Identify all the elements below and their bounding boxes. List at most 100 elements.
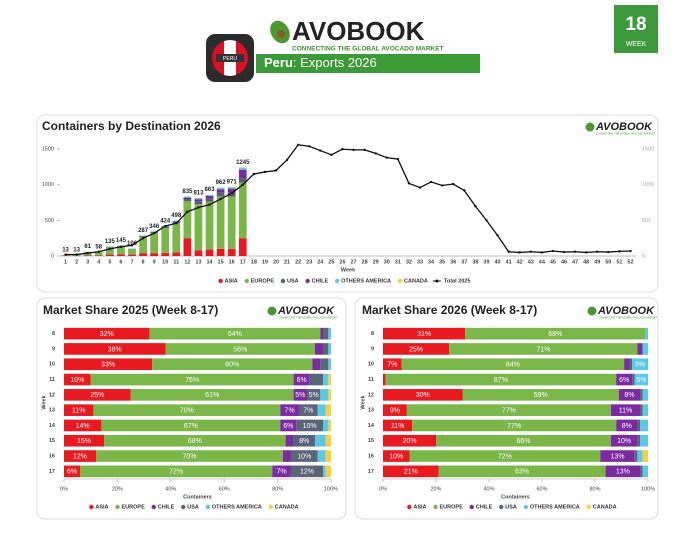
logo: AVOBOOK [292,16,425,46]
bar-segment [80,465,273,478]
bar-segment [93,404,281,416]
data-label: 11% [391,423,405,430]
line-marker [241,183,244,186]
data-label: 15% [77,438,91,445]
legend-label: EUROPE [251,278,275,284]
legend-label: USA [287,278,299,284]
line-marker [308,145,311,148]
bar-segment [616,373,633,386]
line-marker [274,169,278,172]
bar-segment [216,189,225,193]
bar-segment [139,253,147,256]
line-marker [285,158,289,162]
data-label: 56% [233,346,247,353]
y-tick-label: 15 [49,438,55,444]
y-tick-label: 1000 [42,182,54,188]
y-tick-label-right: 1500 [642,147,654,153]
data-label: 67% [184,423,198,430]
bar-segment [194,204,203,251]
bar-segment [449,343,638,355]
legend-marker [244,278,249,284]
x-tick-label: 49 [594,259,600,265]
bar-segment [139,236,147,237]
data-label: 10% [297,453,311,460]
line-marker [175,222,178,225]
data-label: 20% [402,438,416,445]
x-tick-label: 100% [641,486,655,492]
bar-segment [161,226,170,228]
data-label: 106 [127,241,138,247]
bar-segment [634,373,648,386]
legend-label: USA [187,504,199,510]
bar-segment [383,465,439,478]
line-marker [152,232,156,235]
x-tick-label: 60% [219,486,230,492]
y-tick-label: 17 [49,469,55,475]
legend-marker [181,504,186,510]
line-marker [463,189,466,192]
week-box [614,5,658,53]
bar-segment [322,327,329,340]
line-marker [374,152,377,155]
bar-segment [94,255,103,256]
bar-segment [227,248,236,256]
data-label: 31% [417,331,431,338]
line-marker [396,157,400,161]
legend-label: Total 2025 [444,278,471,284]
bar-segment [322,343,329,355]
bar-segment [325,450,331,462]
data-label: 60% [225,362,239,369]
x-tick-label: 51 [616,259,622,265]
data-label: 13 [73,248,80,254]
data-label: 71% [536,346,550,353]
x-tick-label: 47 [572,259,578,265]
line-marker [319,149,322,152]
line-marker [474,204,477,208]
legend-marker [89,504,94,510]
line-marker [629,249,632,253]
bar-segment [640,404,643,416]
line-marker [551,249,555,253]
legend-marker [523,504,529,510]
bar-segment [101,419,281,432]
bar-segment [238,238,247,256]
bar-segment [642,450,648,462]
line-marker [97,250,100,253]
panel [36,114,659,293]
x-tick-label: 4 [97,259,101,265]
x-tick-label: 13 [195,259,201,265]
data-label: 13% [611,453,625,460]
tagline: CONNECTING THE GLOBAL AVOCADO MARKET [598,316,658,320]
legend-marker [469,504,474,510]
x-tick-label: 52 [627,259,633,265]
line-marker [385,156,388,159]
bar-segment [194,198,203,200]
line-marker [562,250,566,254]
data-label: 6% [619,377,629,384]
bar-segment [238,168,247,170]
x-tick-label: 20 [273,259,279,265]
line-marker [540,251,544,254]
x-tick-label: 35 [439,259,445,265]
bar-segment [383,343,450,355]
x-tick-label: 12 [184,259,190,265]
legend-marker [205,504,211,510]
x-tick-label: 11 [173,259,179,265]
legend-label: CANADA [404,278,428,284]
line-marker [86,251,89,255]
data-label: 59% [534,392,548,399]
x-tick-label: 0% [60,486,68,492]
x-tick-label: 25 [328,259,334,265]
bar-segment [165,343,315,355]
data-label: 10% [617,438,631,445]
bar-segment [205,194,214,196]
title-bar [256,54,480,73]
logo: AVOBOOK [597,305,655,317]
legend: ASIA EUROPE USA CHILE OTHERS AMERICA CANADA To… [218,278,470,284]
bar-segment [383,419,413,432]
x-tick-label: 9 [153,259,156,265]
data-label: 70% [182,453,196,460]
y-tick-label: 13 [368,408,374,414]
legend-marker [218,278,223,284]
y-tick-label: 500 [45,218,54,224]
